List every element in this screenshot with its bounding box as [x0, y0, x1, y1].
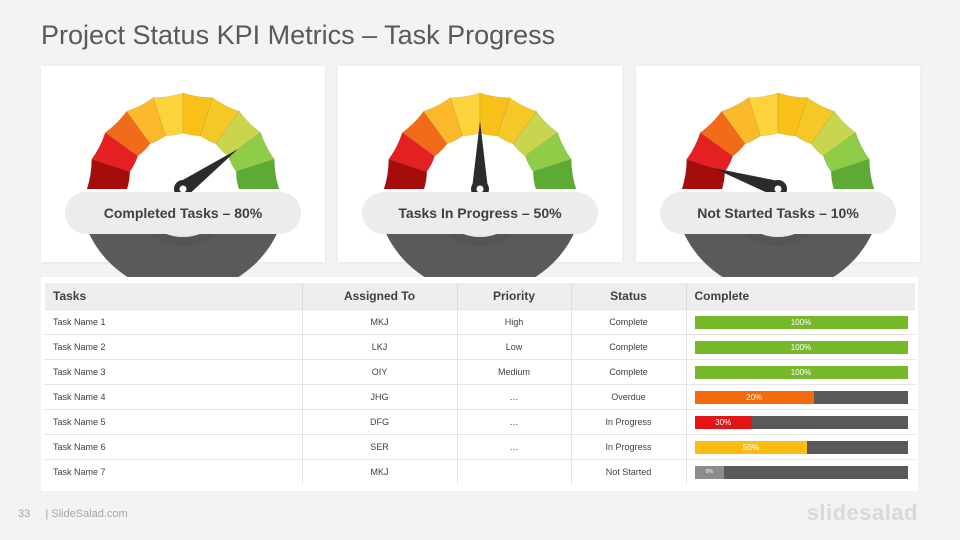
gauge-not-started — [672, 92, 884, 293]
gauge-in-progress — [374, 92, 586, 293]
gauge-segment — [497, 97, 537, 144]
status-cell: Not Started — [571, 459, 687, 484]
priority-cell: Medium — [457, 359, 572, 385]
assigned-cell: MKJ — [302, 459, 458, 484]
progress-fill: 50% — [694, 440, 808, 454]
header-priority: Priority — [457, 283, 572, 310]
gauge-label-in-progress: Tasks In Progress – 50% — [362, 192, 598, 234]
progress-bar: 30% — [694, 415, 908, 429]
progress-label: 100% — [790, 317, 812, 327]
page-title: Project Status KPI Metrics – Task Progre… — [41, 20, 556, 50]
table-row: Task Name 3 OIY Medium Complete 100% — [45, 359, 915, 385]
task-name-cell: Task Name 5 — [45, 409, 303, 435]
header-tasks: Tasks — [45, 283, 303, 310]
progress-bar: 100% — [694, 365, 908, 379]
complete-cell: 20% — [686, 384, 915, 410]
progress-bar: 20% — [694, 390, 908, 404]
task-table: Tasks Assigned To Priority Status Comple… — [45, 283, 915, 484]
priority-cell: … — [457, 384, 572, 410]
footer-source: | SlideSalad.com — [45, 508, 128, 520]
table-row: Task Name 4 JHG… Overdue 20% — [45, 384, 915, 410]
assigned-cell: OIY — [302, 359, 458, 385]
progress-bar: 50% — [694, 440, 908, 454]
task-table-panel: Tasks Assigned To Priority Status Comple… — [41, 277, 918, 491]
task-name-cell: Task Name 7 — [45, 459, 303, 484]
progress-label: 0% — [705, 469, 714, 475]
table-row: Task Name 6 SER… In Progress 50% — [45, 434, 915, 460]
complete-cell: 0% — [686, 459, 915, 484]
progress-fill: 0% — [694, 465, 725, 479]
task-name-cell: Task Name 3 — [45, 359, 303, 385]
progress-bar: 0% — [694, 465, 908, 479]
complete-cell: 50% — [686, 434, 915, 460]
task-name-cell: Task Name 6 — [45, 434, 303, 460]
priority-cell: Low — [457, 334, 572, 360]
gauge-label-completed: Completed Tasks – 80% — [65, 192, 301, 234]
assigned-cell: MKJ — [302, 309, 458, 335]
progress-fill: 100% — [694, 340, 908, 354]
slidesalad-logo: slidesalad — [806, 500, 918, 525]
progress-fill: 20% — [694, 390, 814, 404]
table-row: Task Name 7 MKJ Not Started 0% — [45, 459, 915, 484]
status-cell: In Progress — [571, 434, 687, 460]
progress-fill: 100% — [694, 315, 908, 329]
footer: 33 | SlideSalad.com — [18, 508, 128, 520]
gauge-needle — [472, 121, 488, 189]
priority-cell — [457, 459, 572, 484]
assigned-cell: LKJ — [302, 334, 458, 360]
gauge-needle — [178, 149, 239, 196]
gauge-completed — [77, 92, 289, 293]
gauge-segment — [200, 97, 240, 144]
gauge-label-not-started: Not Started Tasks – 10% — [660, 192, 896, 234]
assigned-cell: DFG — [302, 409, 458, 435]
task-name-cell: Task Name 4 — [45, 384, 303, 410]
gauge-card-in-progress: Tasks In Progress – 50% — [338, 66, 622, 293]
complete-cell: 100% — [686, 359, 915, 385]
page-number: 33 — [18, 508, 31, 520]
progress-label: 50% — [742, 442, 759, 452]
table-row: Task Name 1 MKJ High Complete 100% — [45, 309, 915, 335]
progress-label: 30% — [715, 417, 732, 427]
progress-label: 100% — [790, 342, 812, 352]
priority-cell: … — [457, 434, 572, 460]
assigned-cell: SER — [302, 434, 458, 460]
task-name-cell: Task Name 2 — [45, 334, 303, 360]
progress-label: 20% — [746, 392, 763, 402]
gauge-card-completed: Completed Tasks – 80% — [41, 66, 325, 293]
gauge-segment — [423, 97, 463, 144]
gauge-pivot-dot — [179, 185, 187, 193]
gauge-segment — [795, 97, 835, 144]
progress-bar: 100% — [694, 340, 908, 354]
gauge-card-not-started: Not Started Tasks – 10% — [636, 66, 920, 293]
table-row: Task Name 5 DFG… In Progress 30% — [45, 409, 915, 435]
progress-fill: 30% — [694, 415, 752, 429]
status-cell: Complete — [571, 334, 687, 360]
header-status: Status — [571, 283, 687, 310]
progress-fill: 100% — [694, 365, 908, 379]
gauge-segment — [823, 132, 870, 172]
header-assigned-to: Assigned To — [302, 283, 458, 310]
table-header-row: Tasks Assigned To Priority Status Comple… — [45, 283, 915, 310]
progress-bar: 100% — [694, 315, 908, 329]
status-cell: Complete — [571, 359, 687, 385]
task-name-cell: Task Name 1 — [45, 309, 303, 335]
gauge-segment — [525, 132, 572, 172]
complete-cell: 30% — [686, 409, 915, 435]
gauge-segment — [126, 97, 166, 144]
header-complete: Complete — [686, 283, 915, 310]
gauge-needle — [713, 167, 781, 197]
priority-cell: High — [457, 309, 572, 335]
gauge-pivot-dot — [774, 185, 782, 193]
status-cell: Overdue — [571, 384, 687, 410]
assigned-cell: JHG — [302, 384, 458, 410]
status-cell: Complete — [571, 309, 687, 335]
table-row: Task Name 2 LKJ Low Complete 100% — [45, 334, 915, 360]
gauge-pivot-dot — [476, 185, 484, 193]
priority-cell: … — [457, 409, 572, 435]
gauge-segment — [721, 97, 761, 144]
progress-label: 100% — [790, 367, 812, 377]
complete-cell: 100% — [686, 309, 915, 335]
complete-cell: 100% — [686, 334, 915, 360]
status-cell: In Progress — [571, 409, 687, 435]
